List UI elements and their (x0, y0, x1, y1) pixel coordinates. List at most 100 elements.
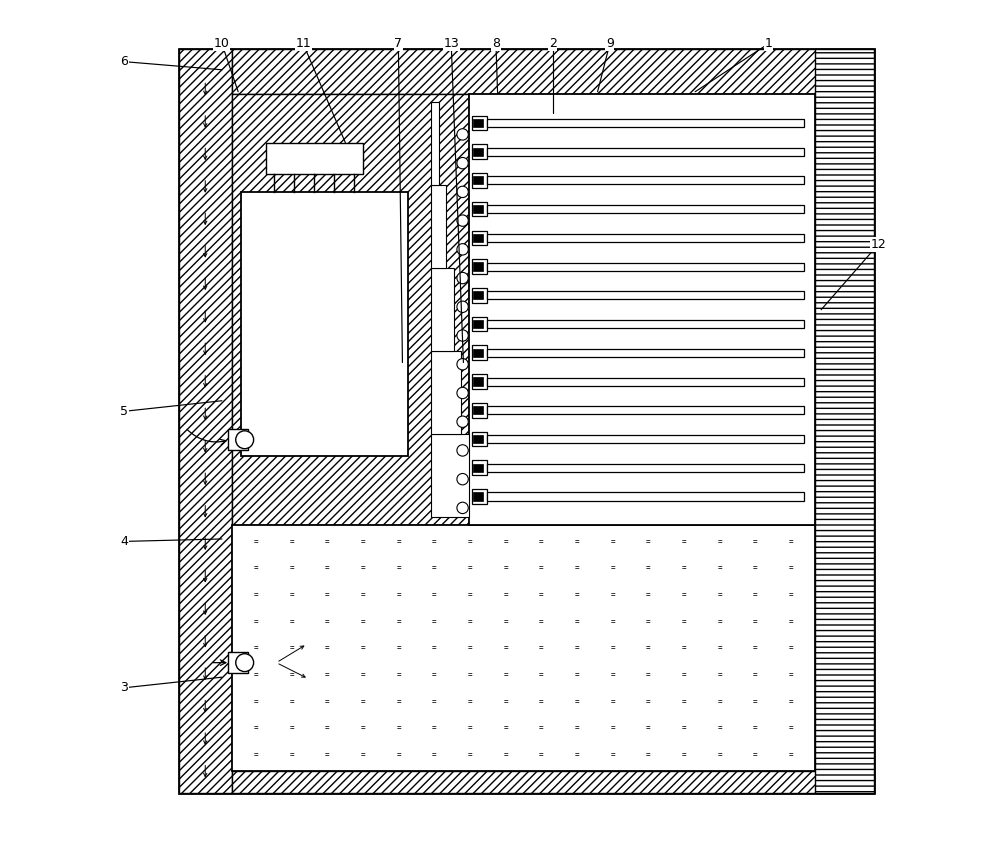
Bar (487, 147, 804, 156)
Text: =: = (753, 590, 758, 599)
Text: =: = (361, 590, 365, 599)
Text: =: = (503, 537, 508, 546)
Text: =: = (717, 697, 722, 706)
Text: =: = (539, 670, 544, 679)
Text: =: = (396, 617, 401, 626)
Text: =: = (396, 590, 401, 599)
Text: =: = (539, 644, 544, 652)
Bar (228, 652, 248, 673)
Text: =: = (789, 644, 793, 652)
Bar (472, 115, 487, 130)
Text: =: = (289, 670, 294, 679)
Text: =: = (361, 644, 365, 652)
Text: =: = (753, 563, 758, 573)
Bar (473, 176, 483, 185)
Bar (487, 291, 804, 299)
Circle shape (457, 387, 468, 399)
Text: =: = (468, 590, 472, 599)
Text: =: = (753, 670, 758, 679)
Text: =: = (254, 723, 258, 733)
Text: 1: 1 (764, 37, 772, 50)
Bar (473, 234, 483, 242)
Bar (431, 185, 446, 268)
Bar (472, 403, 487, 418)
Text: =: = (325, 723, 330, 733)
Text: =: = (610, 617, 615, 626)
Text: =: = (646, 750, 651, 759)
Text: =: = (396, 670, 401, 679)
Bar (473, 406, 483, 414)
Text: =: = (682, 723, 686, 733)
Text: =: = (361, 750, 365, 759)
Text: =: = (396, 644, 401, 652)
Text: 10: 10 (214, 37, 230, 50)
Text: =: = (610, 590, 615, 599)
Text: =: = (575, 563, 579, 573)
Text: =: = (789, 537, 793, 546)
Text: =: = (575, 750, 579, 759)
Bar (473, 147, 483, 156)
Text: =: = (468, 563, 472, 573)
Text: =: = (646, 723, 651, 733)
Text: =: = (432, 670, 437, 679)
Bar (473, 492, 483, 501)
Text: =: = (539, 563, 544, 573)
Text: =: = (396, 750, 401, 759)
Text: =: = (610, 697, 615, 706)
Text: =: = (396, 563, 401, 573)
Text: =: = (361, 670, 365, 679)
Text: =: = (789, 563, 793, 573)
Circle shape (457, 358, 468, 370)
Text: =: = (503, 590, 508, 599)
Text: =: = (503, 723, 508, 733)
Text: =: = (753, 750, 758, 759)
Text: =: = (646, 537, 651, 546)
Text: =: = (717, 590, 722, 599)
Text: =: = (789, 670, 793, 679)
Text: =: = (646, 644, 651, 652)
Circle shape (457, 473, 468, 484)
Text: =: = (432, 697, 437, 706)
Text: =: = (753, 617, 758, 626)
Text: 9: 9 (606, 37, 614, 50)
Circle shape (457, 273, 468, 284)
Text: =: = (289, 590, 294, 599)
Text: =: = (361, 723, 365, 733)
Bar (487, 407, 804, 414)
Circle shape (457, 215, 468, 226)
Text: =: = (646, 563, 651, 573)
Text: =: = (682, 750, 686, 759)
Bar (487, 320, 804, 328)
Text: =: = (432, 537, 437, 546)
Text: =: = (432, 563, 437, 573)
Bar (487, 349, 804, 357)
Bar (487, 176, 804, 185)
Bar (487, 234, 804, 242)
Bar (472, 461, 487, 475)
Text: =: = (789, 723, 793, 733)
Text: =: = (575, 617, 579, 626)
Text: =: = (717, 563, 722, 573)
Bar (487, 263, 804, 271)
Bar (473, 349, 483, 357)
Bar (179, 49, 874, 794)
Text: =: = (575, 590, 579, 599)
Bar (472, 230, 487, 245)
Text: =: = (361, 617, 365, 626)
Text: =: = (610, 563, 615, 573)
Bar (472, 202, 487, 217)
Text: =: = (254, 563, 258, 573)
Bar (472, 144, 487, 159)
Text: =: = (539, 697, 544, 706)
Text: =: = (289, 750, 294, 759)
Text: =: = (468, 697, 472, 706)
Text: =: = (753, 644, 758, 652)
Text: =: = (468, 644, 472, 652)
Text: =: = (254, 697, 258, 706)
Text: =: = (432, 723, 437, 733)
Text: =: = (396, 697, 401, 706)
Bar (232, 94, 469, 525)
Circle shape (457, 244, 468, 255)
Text: =: = (682, 563, 686, 573)
Bar (472, 374, 487, 389)
